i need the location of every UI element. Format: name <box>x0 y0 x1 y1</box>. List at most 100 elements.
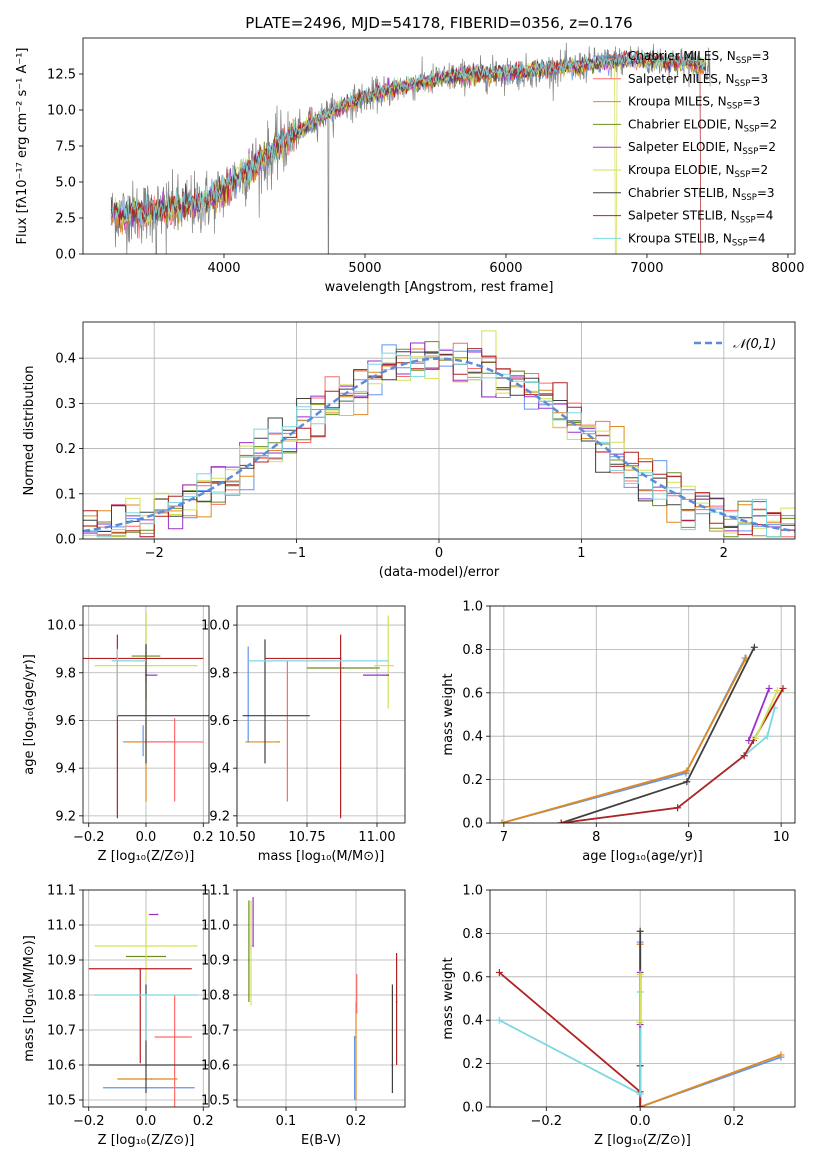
y-tick-label: 1.0 <box>462 600 483 615</box>
y-tick-label: 1.0 <box>462 884 483 899</box>
weight-series <box>561 688 784 823</box>
y-tick-label: 0.4 <box>55 352 76 367</box>
y-tick-label: 10.6 <box>47 1059 76 1074</box>
x-axis-label: Z [log₁₀(Z/Z⊙)] <box>98 849 195 864</box>
y-tick-label: 10.0 <box>47 619 76 634</box>
figure-title: PLATE=2496, MJD=54178, FIBERID=0356, z=0… <box>245 14 632 32</box>
x-axis-label: wavelength [Angstrom, rest frame] <box>325 280 554 295</box>
y-tick-label: 10.5 <box>47 1094 76 1109</box>
x-tick-label: 0 <box>435 546 443 561</box>
axes-frame <box>82 321 796 540</box>
legend-label: Kroupa STELIB, NSSP=4 <box>628 231 766 248</box>
y-tick-label: 9.8 <box>209 666 230 681</box>
y-tick-label: 0.6 <box>462 686 483 701</box>
y-tick-label: 10.9 <box>201 954 230 969</box>
y-axis-label: Normed distribution <box>22 366 37 496</box>
y-tick-label: 9.4 <box>209 762 230 777</box>
axes-frame <box>236 605 406 824</box>
weight-marker <box>495 968 503 976</box>
axes-frame <box>82 605 210 824</box>
x-tick-label: −0.2 <box>73 830 105 845</box>
y-tick-label: 9.8 <box>55 666 76 681</box>
weight-marker <box>636 971 644 979</box>
y-tick-label: 0.1 <box>55 487 76 502</box>
y-tick-label: 9.6 <box>55 714 76 729</box>
weight-marker <box>674 804 682 812</box>
y-tick-label: 0.0 <box>55 533 76 548</box>
x-axis-label: Z [log₁₀(Z/Z⊙)] <box>594 1133 691 1148</box>
weight-marker <box>683 778 691 786</box>
chart-spectrum: 4000 5000 6000 7000 8000 0.0 2.5 5.0 7.5 10.0 12.5… <box>15 37 804 295</box>
data-point <box>250 945 252 947</box>
legend-label-main: Salpeter STELIB, N <box>628 209 740 223</box>
y-tick-label: 10.0 <box>47 104 76 119</box>
y-tick-label: 11.0 <box>201 919 230 934</box>
data-point <box>248 959 250 961</box>
axes-frame <box>489 605 796 824</box>
weight-marker <box>751 734 759 742</box>
data-point <box>387 664 390 667</box>
x-tick-label: 10.75 <box>288 830 325 845</box>
weight-marker <box>765 684 773 692</box>
y-tick-label: 7.5 <box>55 140 76 155</box>
axes-frame <box>489 889 796 1108</box>
axes-frame <box>82 889 210 1108</box>
data-point <box>355 1011 358 1014</box>
legend-label-sub: SSP <box>736 56 752 66</box>
y-tick-label: 11.0 <box>47 919 76 934</box>
y-axis-label: mass weight <box>441 957 456 1039</box>
x-tick-label: 0.0 <box>136 830 157 845</box>
legend-label: Chabrier MILES, NSSP=3 <box>628 49 769 66</box>
weight-series <box>747 688 770 741</box>
legend-label-main: Kroupa MILES, N <box>628 95 727 109</box>
chart-weight-vs-Z: −0.2 0.0 0.2 0.0 0.2 0.4 0.6 0.8 1.0 Z [log₁₀(Z/Z… <box>441 884 796 1148</box>
legend-label-sub: SSP <box>741 193 757 203</box>
legend-label-suffix: =4 <box>756 209 774 223</box>
x-tick-label: 0.2 <box>346 1114 367 1129</box>
legend-label-main: Kroupa ELODIE, N <box>628 163 735 177</box>
y-tick-label: 9.2 <box>55 809 76 824</box>
legend-label-sub: SSP <box>727 102 743 112</box>
y-axis-label: Flux [fλ10⁻¹⁷ erg cm⁻² s⁻¹ A⁻¹] <box>15 48 30 245</box>
x-axis-label: Z [log₁₀(Z/Z⊙)] <box>98 1133 195 1148</box>
chart-mass-vs-Z: −0.2 0.0 0.2 10.5 10.6 10.7 10.8 10.9 11.0 11.1 Z … <box>22 884 214 1149</box>
x-tick-label: 0.1 <box>276 1114 297 1129</box>
weight-marker <box>557 819 565 823</box>
x-axis-label: E(B-V) <box>301 1133 341 1148</box>
y-tick-label: 10.8 <box>47 989 76 1004</box>
x-tick-label: −1 <box>287 546 306 561</box>
x-axis-label: (data-model)/error <box>379 565 500 580</box>
data-point <box>264 714 266 717</box>
data-point <box>353 1036 356 1038</box>
weight-marker <box>636 1090 644 1098</box>
model-spectrum <box>110 51 707 231</box>
chart-mass-vs-ebv: 0.1 0.2 10.5 10.6 10.7 10.8 10.9 11.0 11.1 E(B-V) <box>201 884 406 1148</box>
weight-series <box>561 707 776 823</box>
legend-label: Chabrier STELIB, NSSP=3 <box>628 186 775 203</box>
weight-series <box>560 646 756 823</box>
x-tick-label: 0.0 <box>630 1114 651 1129</box>
y-tick-label: 0.0 <box>55 248 76 263</box>
legend-label-main: Chabrier MILES, N <box>628 49 736 63</box>
legend-label-sub: SSP <box>735 79 751 89</box>
legend-label-suffix: =3 <box>750 72 768 86</box>
weight-marker <box>683 767 691 775</box>
legend-label: Salpeter STELIB, NSSP=4 <box>628 209 773 226</box>
normal-curve <box>83 357 795 533</box>
data-point <box>145 1064 147 1066</box>
y-tick-label: 10.8 <box>201 989 230 1004</box>
y-tick-label: 11.1 <box>47 884 76 899</box>
weight-series <box>498 992 642 1096</box>
model-spectrum <box>110 49 706 225</box>
weight-marker <box>779 684 787 692</box>
residual-histogram <box>83 348 795 539</box>
data-point <box>145 945 147 947</box>
legend-label-sub: SSP <box>742 147 758 157</box>
x-tick-label: 10 <box>773 830 790 845</box>
plot-area <box>110 42 711 254</box>
data-point <box>339 657 342 660</box>
weight-marker <box>750 643 758 651</box>
data-point <box>322 659 325 662</box>
y-tick-label: 0.0 <box>462 817 483 832</box>
observed-spectrum <box>110 42 711 254</box>
